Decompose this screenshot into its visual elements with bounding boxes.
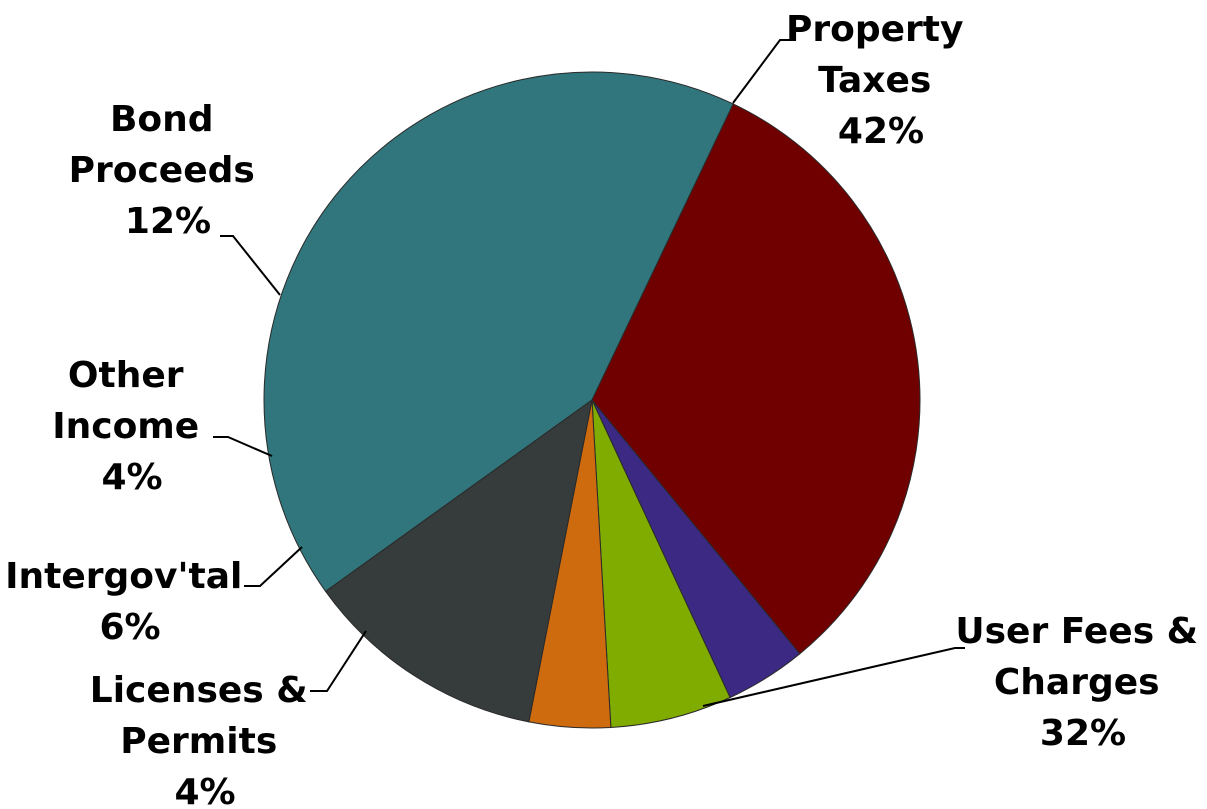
label-bond-proceeds-line2: Proceeds (69, 150, 255, 191)
label-intergovtal-percent: 6% (99, 607, 160, 648)
label-user-fees-percent: 32% (1040, 713, 1126, 754)
leader-line-property-taxes (732, 39, 795, 104)
label-user-fees-line2: Charges (994, 662, 1160, 703)
label-bond-proceeds-percent: 12% (125, 201, 211, 242)
label-intergovtal: Intergov'tal 6% (5, 556, 255, 648)
leader-line-licenses (310, 630, 367, 692)
label-property-taxes-line1: Property (786, 9, 964, 50)
label-licenses-line2: Permits (120, 721, 277, 762)
label-user-fees-line1: User Fees & (955, 611, 1198, 652)
label-bond-proceeds: Bond Proceeds 12% (69, 99, 268, 242)
label-user-fees-charges: User Fees & Charges 32% (955, 611, 1207, 754)
label-bond-proceeds-line1: Bond (110, 99, 214, 140)
label-other-income-line1: Other (68, 355, 184, 396)
label-property-taxes: Property Taxes 42% (786, 9, 976, 152)
label-licenses-line1: Licenses & (90, 670, 308, 711)
pie-slice-bond-proceeds (324, 398, 593, 723)
label-property-taxes-percent: 42% (838, 111, 924, 152)
pie-slice-property-taxes (263, 71, 734, 593)
label-other-income-percent: 4% (101, 457, 162, 498)
leader-line-intergovtal (244, 546, 303, 587)
pie-slice-intergovtal (591, 399, 731, 728)
leader-line-user-fees (702, 647, 965, 707)
label-licenses-percent: 4% (174, 772, 235, 809)
slice-labels: Property Taxes 42% User Fees & Charges 3… (5, 9, 1207, 809)
label-other-income: Other Income 4% (52, 355, 212, 498)
label-property-taxes-line2: Taxes (818, 60, 931, 101)
leader-line-other-income (213, 436, 273, 457)
label-intergovtal-line1: Intergov'tal (5, 556, 242, 597)
label-licenses-permits: Licenses & Permits 4% (90, 670, 320, 809)
pie-slice-user-fees-charges (591, 103, 921, 655)
pie-slices (263, 71, 921, 729)
leader-lines (213, 39, 965, 707)
leader-line-bond-proceeds (220, 235, 281, 296)
label-other-income-line2: Income (52, 406, 199, 447)
